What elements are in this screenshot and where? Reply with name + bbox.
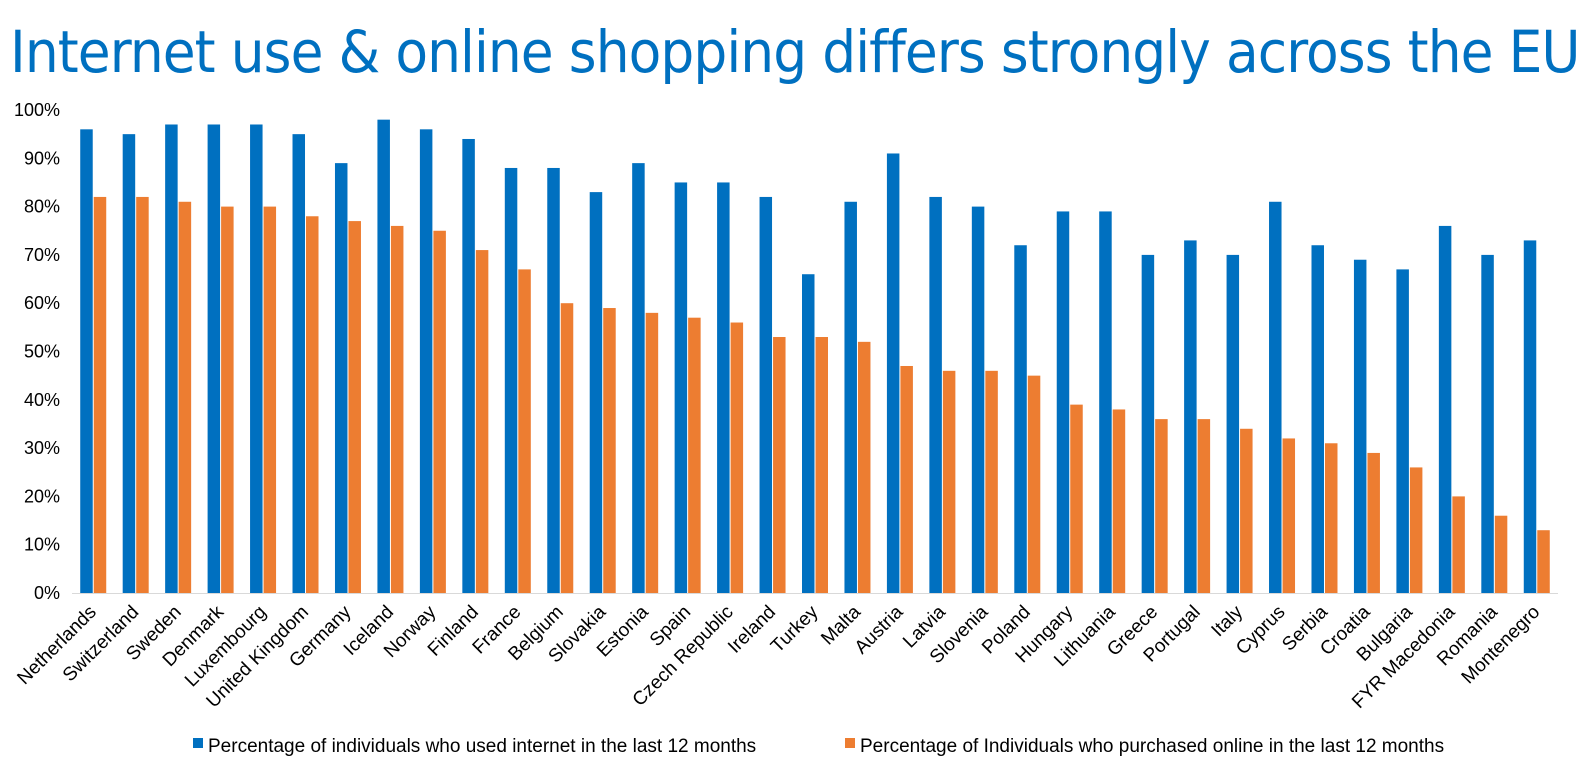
bar-internet-use-31	[1396, 269, 1409, 593]
bar-internet-use-33	[1481, 254, 1494, 593]
bar-internet-use-25	[1141, 254, 1155, 593]
bar-online-purchase-27	[1240, 428, 1253, 593]
bar-online-purchase-1	[136, 196, 149, 593]
bar-online-purchase-10	[518, 269, 531, 593]
x-tick-label: Turkey	[767, 601, 823, 657]
bar-internet-use-29	[1311, 245, 1324, 594]
bar-internet-use-5	[292, 134, 306, 593]
bar-internet-use-28	[1269, 201, 1282, 593]
bar-online-purchase-12	[603, 308, 616, 593]
bar-online-purchase-4	[263, 206, 277, 593]
bar-internet-use-27	[1226, 254, 1240, 593]
bar-online-purchase-21	[985, 370, 998, 593]
y-tick-label: 10%	[24, 535, 60, 555]
y-tick-label: 0%	[34, 583, 60, 603]
bar-online-purchase-7	[390, 225, 404, 594]
bars	[80, 119, 1550, 594]
x-tick-label: Ireland	[724, 602, 780, 658]
chart-title: Internet use & online shopping differs s…	[10, 18, 1581, 86]
bar-internet-use-9	[462, 138, 475, 594]
legend-swatch	[193, 738, 203, 748]
bar-internet-use-19	[886, 153, 900, 593]
y-tick-label: 30%	[24, 438, 60, 458]
bar-online-purchase-34	[1537, 530, 1550, 593]
bar-internet-use-26	[1184, 240, 1197, 593]
bar-online-purchase-31	[1409, 467, 1423, 593]
y-tick-label: 70%	[24, 245, 60, 265]
bar-online-purchase-32	[1452, 496, 1465, 593]
y-tick-label: 40%	[24, 390, 60, 410]
bar-online-purchase-16	[773, 337, 786, 593]
bar-online-purchase-30	[1367, 452, 1380, 593]
bar-online-purchase-0	[93, 196, 107, 593]
bar-internet-use-22	[1014, 245, 1027, 594]
bar-internet-use-10	[504, 167, 518, 593]
bar-internet-use-1	[122, 134, 136, 593]
bar-online-purchase-3	[221, 206, 234, 593]
y-tick-label: 20%	[24, 486, 60, 506]
bar-internet-use-20	[929, 196, 942, 593]
bar-online-purchase-28	[1282, 438, 1296, 593]
bar-online-purchase-29	[1324, 443, 1338, 593]
bar-internet-use-2	[165, 124, 178, 594]
bar-online-purchase-20	[942, 370, 956, 593]
bar-internet-use-15	[717, 182, 730, 593]
bar-online-purchase-17	[815, 337, 828, 593]
bar-internet-use-12	[589, 192, 603, 594]
bar-online-purchase-26	[1197, 419, 1211, 593]
bar-internet-use-24	[1099, 211, 1112, 593]
bar-online-purchase-8	[433, 230, 446, 593]
bar-internet-use-11	[547, 167, 560, 593]
bar-internet-use-7	[377, 119, 390, 593]
y-tick-label: 50%	[24, 342, 60, 362]
bar-internet-use-16	[759, 196, 773, 593]
x-tick-label: Austria	[851, 601, 908, 658]
bar-internet-use-23	[1056, 211, 1070, 593]
bar-online-purchase-24	[1112, 409, 1126, 593]
bar-internet-use-32	[1438, 225, 1452, 594]
bar-internet-use-4	[250, 124, 263, 594]
y-tick-label: 80%	[24, 197, 60, 217]
bar-internet-use-6	[334, 163, 348, 593]
bar-internet-use-3	[207, 124, 221, 594]
y-tick-label: 100%	[14, 100, 60, 120]
bar-online-purchase-23	[1070, 404, 1083, 593]
bar-internet-use-14	[674, 182, 688, 593]
y-tick-label: 90%	[24, 148, 60, 168]
y-tick-label: 60%	[24, 293, 60, 313]
x-axis: NetherlandsSwitzerlandSwedenDenmarkLuxem…	[13, 601, 1544, 713]
bar-internet-use-0	[80, 129, 93, 593]
legend-label: Percentage of Individuals who purchased …	[860, 736, 1444, 757]
bar-internet-use-17	[802, 274, 815, 593]
bar-internet-use-8	[419, 129, 433, 593]
legend-swatch	[845, 738, 855, 748]
bar-online-purchase-11	[560, 303, 574, 593]
legend-label: Percentage of individuals who used inter…	[208, 736, 756, 757]
bar-online-purchase-9	[475, 250, 489, 593]
bar-online-purchase-19	[900, 365, 913, 593]
legend: Percentage of individuals who used inter…	[193, 736, 1444, 757]
bar-internet-use-13	[632, 163, 645, 593]
bar-internet-use-21	[971, 206, 985, 593]
bar-online-purchase-33	[1494, 515, 1508, 593]
bar-online-purchase-13	[645, 312, 659, 593]
bar-online-purchase-15	[730, 322, 744, 593]
bar-internet-use-34	[1523, 240, 1537, 593]
y-axis: 0% 10% 20% 30% 40% 50% 60% 70% 80% 90% 100%	[14, 100, 60, 603]
bar-online-purchase-2	[178, 201, 192, 593]
bar-online-purchase-18	[857, 341, 871, 593]
bar-online-purchase-5	[306, 216, 319, 593]
bar-online-purchase-6	[348, 221, 361, 593]
bar-internet-use-18	[844, 201, 857, 593]
bar-internet-use-30	[1353, 259, 1367, 593]
bar-online-purchase-14	[688, 317, 701, 593]
bar-online-purchase-22	[1027, 375, 1041, 593]
bar-online-purchase-25	[1155, 419, 1168, 593]
